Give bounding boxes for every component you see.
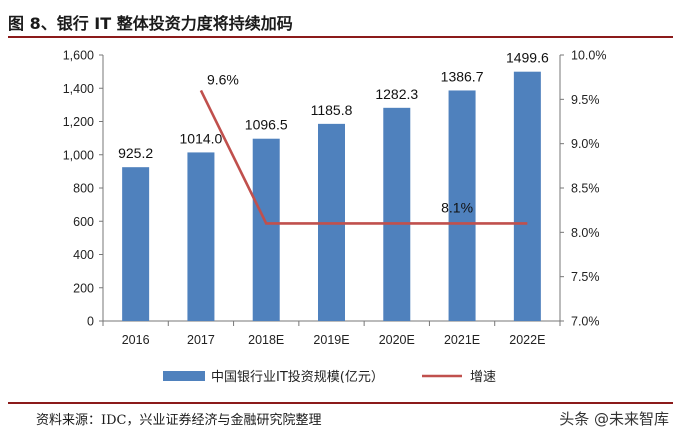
bar: [383, 107, 411, 321]
bar-value-label: 1014.0: [180, 130, 223, 146]
bar: [187, 152, 215, 321]
y-right-tick-label: 8.5%: [571, 182, 600, 196]
y-right-tick-label: 7.5%: [571, 270, 600, 284]
growth-value-label: 9.6%: [207, 71, 239, 87]
watermark: 头条 @未来智库: [559, 410, 669, 428]
bar: [252, 138, 280, 321]
growth-value-label: 8.1%: [441, 199, 473, 215]
bar: [122, 167, 150, 321]
bar-value-label: 1185.8: [311, 102, 353, 118]
y-left-tick-label: 800: [73, 182, 94, 196]
y-left-tick-label: 400: [73, 248, 94, 262]
y-right-tick-label: 8.0%: [571, 226, 600, 240]
y-left-tick-label: 600: [73, 215, 94, 229]
y-left-tick-label: 1,400: [63, 82, 94, 96]
legend-line-label: 增速: [470, 370, 496, 385]
source-note: 资料来源：IDC，兴业证券经济与金融研究院整理: [36, 413, 322, 428]
bar-value-label: 1386.7: [441, 68, 484, 84]
y-left-tick-label: 200: [73, 281, 94, 295]
bar-value-label: 1282.3: [375, 86, 418, 102]
legend-bar-swatch: [163, 371, 205, 381]
x-tick-label: 2016: [122, 333, 150, 347]
y-right-tick-label: 9.0%: [571, 137, 600, 151]
y-right-tick-label: 7.0%: [571, 315, 600, 329]
y-left-tick-label: 0: [87, 315, 94, 329]
y-left-tick-label: 1,000: [63, 148, 94, 162]
bar-value-label: 1096.5: [245, 117, 288, 133]
y-left-tick-label: 1,200: [63, 115, 94, 129]
x-tick-label: 2017: [187, 333, 215, 347]
x-tick-label: 2019E: [313, 333, 349, 347]
y-right-tick-label: 10.0%: [571, 49, 606, 63]
x-tick-label: 2018E: [248, 333, 284, 347]
bar: [448, 90, 476, 322]
source-bar: 资料来源：IDC，兴业证券经济与金融研究院整理 头条 @未来智库: [8, 402, 673, 434]
bar-value-label: 925.2: [118, 145, 153, 161]
growth-line: [199, 89, 528, 225]
x-tick-label: 2021E: [444, 333, 480, 347]
title-bar: 图 8、银行 IT 整体投资力度将持续加码: [8, 6, 673, 38]
bar: [513, 71, 541, 321]
legend-bar-label: 中国银行业IT投资规模(亿元）: [211, 369, 384, 385]
y-right-tick-label: 9.5%: [571, 93, 600, 107]
chart-title: 图 8、银行 IT 整体投资力度将持续加码: [8, 14, 293, 33]
x-tick-label: 2022E: [509, 333, 545, 347]
x-tick-label: 2020E: [379, 333, 415, 347]
bar-value-label: 1499.6: [506, 50, 549, 66]
y-left-tick-label: 1,600: [63, 49, 94, 63]
